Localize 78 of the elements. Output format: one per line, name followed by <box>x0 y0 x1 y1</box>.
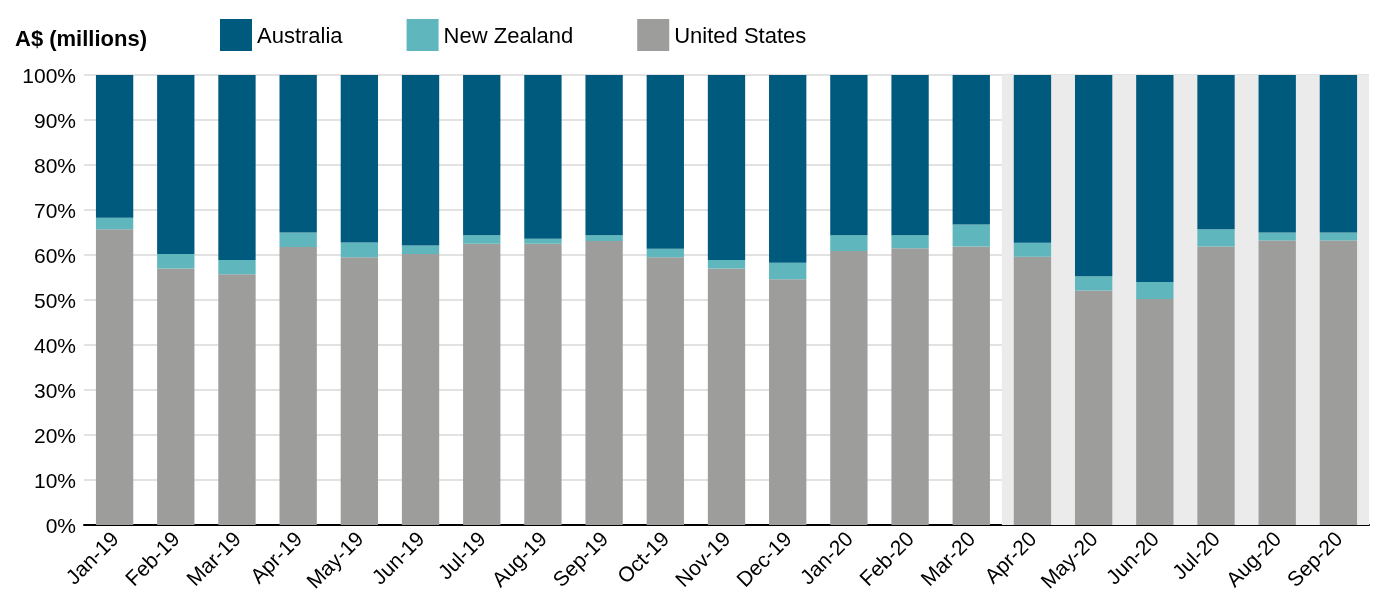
bar <box>707 75 746 260</box>
bar <box>463 235 501 244</box>
bar <box>1319 240 1358 525</box>
bar <box>707 259 746 269</box>
y-tick-label: 80% <box>33 153 76 177</box>
bar <box>1136 282 1174 300</box>
bar <box>1013 256 1052 525</box>
legend-label: United States <box>674 22 807 48</box>
bar <box>95 75 134 218</box>
bar <box>218 259 256 275</box>
bar <box>1074 290 1113 525</box>
bar <box>524 75 562 239</box>
bar <box>1013 242 1052 257</box>
bar <box>1197 75 1235 230</box>
bar <box>1197 246 1235 525</box>
bar <box>340 75 379 243</box>
y-tick-label: 90% <box>33 108 76 132</box>
bar <box>891 248 929 525</box>
bar <box>830 250 868 525</box>
y-tick-label: 30% <box>33 378 76 402</box>
bar <box>340 242 379 258</box>
bar <box>1013 75 1052 243</box>
bar <box>157 254 195 269</box>
bar <box>646 75 684 249</box>
bar <box>1319 232 1358 241</box>
y-tick-label: 10% <box>33 468 76 492</box>
bar <box>401 254 440 525</box>
bar <box>646 257 684 525</box>
legend-label: New Zealand <box>443 22 574 48</box>
bar <box>1258 75 1296 233</box>
y-tick-label: 60% <box>33 243 76 267</box>
bar <box>279 75 317 233</box>
y-tick-label: 40% <box>33 333 76 357</box>
legend-label: Australia <box>257 22 344 48</box>
bar <box>952 75 990 225</box>
bar <box>524 243 562 525</box>
y-tick-label: 20% <box>33 423 76 447</box>
bar <box>1074 276 1113 291</box>
bar <box>157 75 195 255</box>
bar <box>1197 229 1235 247</box>
bar <box>707 268 746 525</box>
bar <box>952 224 990 247</box>
bar <box>463 243 501 525</box>
bar <box>830 235 868 251</box>
bar <box>646 248 684 258</box>
bar <box>585 75 623 236</box>
bar <box>1074 75 1113 277</box>
bar <box>340 257 379 525</box>
y-axis-title: A$ (millions) <box>15 25 148 51</box>
bar <box>830 75 868 236</box>
bar <box>952 246 990 525</box>
y-tick-label: 0% <box>45 513 76 537</box>
bar <box>401 75 440 246</box>
y-tick-label: 70% <box>33 198 76 222</box>
bar <box>401 245 440 255</box>
bar <box>769 262 807 280</box>
bar <box>585 241 623 525</box>
bar <box>1258 232 1296 241</box>
y-tick-label: 100% <box>22 63 76 87</box>
bar <box>1319 75 1358 233</box>
bar <box>891 75 929 236</box>
bar <box>463 75 501 236</box>
bar <box>1136 299 1174 525</box>
bar <box>279 246 317 525</box>
bar <box>1258 240 1296 525</box>
bar <box>769 279 807 525</box>
bar <box>1136 75 1174 282</box>
bar <box>95 229 134 525</box>
bar <box>524 238 562 244</box>
bar <box>891 235 929 249</box>
y-tick-label: 50% <box>33 288 76 312</box>
bar <box>585 235 623 242</box>
bar <box>218 274 256 525</box>
bar <box>769 75 807 263</box>
bar <box>218 75 256 260</box>
bar <box>279 232 317 247</box>
bar <box>157 268 195 525</box>
bar <box>95 217 134 230</box>
